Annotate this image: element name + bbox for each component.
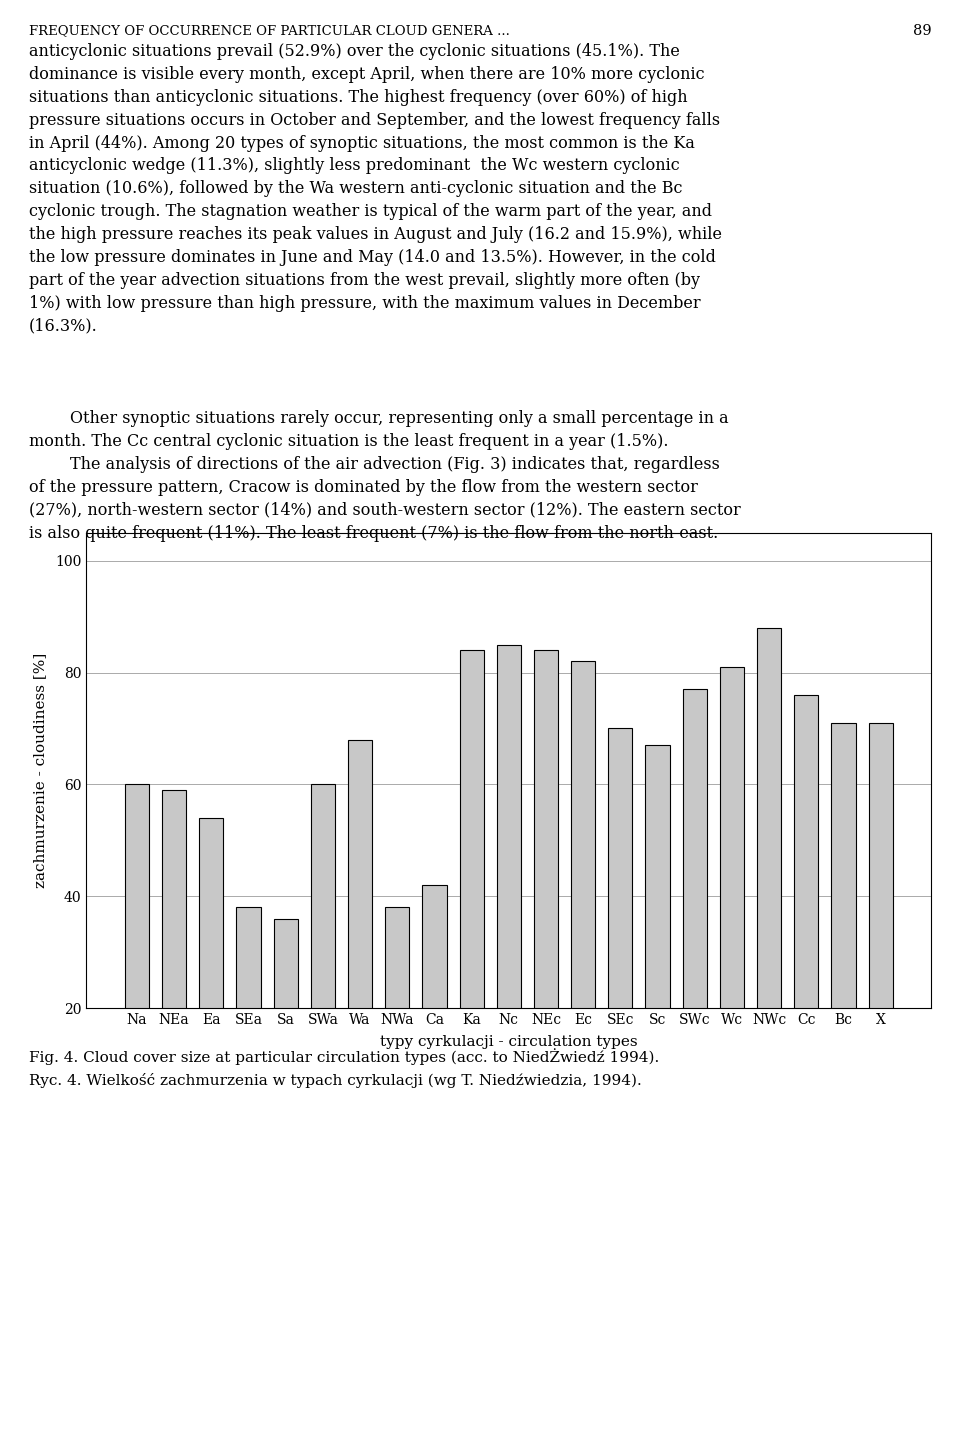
Text: anticyclonic situations prevail (52.9%) over the cyclonic situations (45.1%). Th: anticyclonic situations prevail (52.9%) …	[29, 43, 722, 334]
Text: 89: 89	[913, 24, 931, 39]
Bar	[125, 785, 149, 1120]
Bar	[199, 818, 224, 1120]
Bar	[274, 919, 298, 1120]
Bar	[534, 651, 558, 1120]
Bar	[609, 729, 633, 1120]
Bar	[162, 791, 186, 1120]
Bar	[571, 661, 595, 1120]
Bar	[645, 746, 670, 1120]
Bar	[720, 667, 744, 1120]
Bar	[236, 907, 260, 1120]
Bar	[757, 628, 781, 1120]
Bar	[460, 651, 484, 1120]
X-axis label: typy cyrkulacji - circulation types: typy cyrkulacji - circulation types	[380, 1035, 637, 1050]
Bar	[831, 723, 855, 1120]
Bar	[794, 696, 819, 1120]
Bar	[683, 690, 707, 1120]
Bar	[422, 886, 446, 1120]
Text: Other synoptic situations rarely occur, representing only a small percentage in : Other synoptic situations rarely occur, …	[29, 410, 740, 541]
Bar	[348, 740, 372, 1120]
Bar	[869, 723, 893, 1120]
Y-axis label: zachmurzenie - cloudiness [%]: zachmurzenie - cloudiness [%]	[33, 652, 47, 888]
Bar	[385, 907, 409, 1120]
Text: Ryc. 4. Wielkość zachmurzenia w typach cyrkulacji (wg T. Niedźwiedzia, 1994).: Ryc. 4. Wielkość zachmurzenia w typach c…	[29, 1073, 641, 1087]
Bar	[496, 645, 521, 1120]
Text: FREQUENCY OF OCCURRENCE OF PARTICULAR CLOUD GENERA ...: FREQUENCY OF OCCURRENCE OF PARTICULAR CL…	[29, 24, 510, 37]
Bar	[311, 785, 335, 1120]
Text: Fig. 4. Cloud cover size at particular circulation types (acc. to NiedŻwiedź 199: Fig. 4. Cloud cover size at particular c…	[29, 1048, 660, 1066]
